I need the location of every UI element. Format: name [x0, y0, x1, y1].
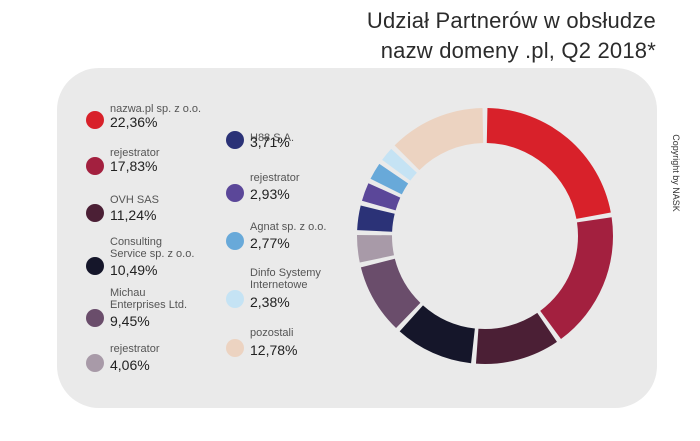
legend-swatch [226, 232, 244, 250]
legend-value: 2,93% [250, 186, 290, 202]
legend-value: 2,38% [250, 294, 290, 310]
legend-label: OVH SAS [110, 194, 159, 206]
legend-label: Dinfo Systemy Internetowe [250, 267, 321, 291]
legend-label: nazwa.pl sp. z o.o. [110, 103, 202, 115]
legend-label: Consulting Service sp. z o.o. [110, 236, 195, 260]
legend-swatch [86, 354, 104, 372]
legend-swatch [86, 309, 104, 327]
donut-slice [356, 234, 395, 263]
legend-value: 12,78% [250, 342, 298, 358]
legend-swatch [226, 290, 244, 308]
donut-slice [382, 148, 417, 181]
legend-value: 3,71% [250, 134, 290, 150]
donut-slice [360, 258, 421, 329]
legend-label: pozostali [250, 327, 294, 339]
legend-label: Michau Enterprises Ltd. [110, 287, 188, 311]
legend-value: 17,83% [110, 158, 158, 174]
donut-slice [394, 108, 484, 171]
legend-label: Agnat sp. z o.o. [250, 221, 327, 233]
chart-panel [57, 68, 657, 408]
donut-slice [370, 163, 409, 195]
donut-slice [361, 183, 401, 211]
donut-slice [475, 312, 557, 364]
legend-swatch [226, 184, 244, 202]
legend-swatch [86, 204, 104, 222]
donut-slice [540, 217, 613, 340]
legend-swatch [86, 157, 104, 175]
legend-value: 4,06% [110, 357, 150, 373]
legend-swatch [86, 111, 104, 129]
legend-value: 11,24% [110, 207, 157, 223]
legend-label: rejestrator [110, 147, 160, 159]
legend-value: 22,36% [110, 114, 158, 130]
donut-slice [357, 205, 395, 232]
chart-title-line-2: nazw domeny .pl, Q2 2018* [380, 38, 656, 63]
donut-slice [399, 305, 475, 364]
legend-value: 10,49% [110, 262, 158, 278]
legend-swatch [226, 339, 244, 357]
donut-slice [486, 108, 611, 219]
legend-value: 2,77% [250, 235, 290, 251]
legend-swatch [86, 257, 104, 275]
legend-label: H88 S.A. [250, 132, 295, 144]
chart-title-line-1: Udział Partnerów w obsłudze [366, 8, 656, 33]
legend-label: rejestrator [110, 343, 160, 355]
legend-swatch [226, 131, 244, 149]
chart-title: Udział Partnerów w obsłudze nazw domeny … [367, 6, 656, 66]
legend-value: 9,45% [110, 313, 150, 329]
legend-label: rejestrator [250, 172, 300, 184]
